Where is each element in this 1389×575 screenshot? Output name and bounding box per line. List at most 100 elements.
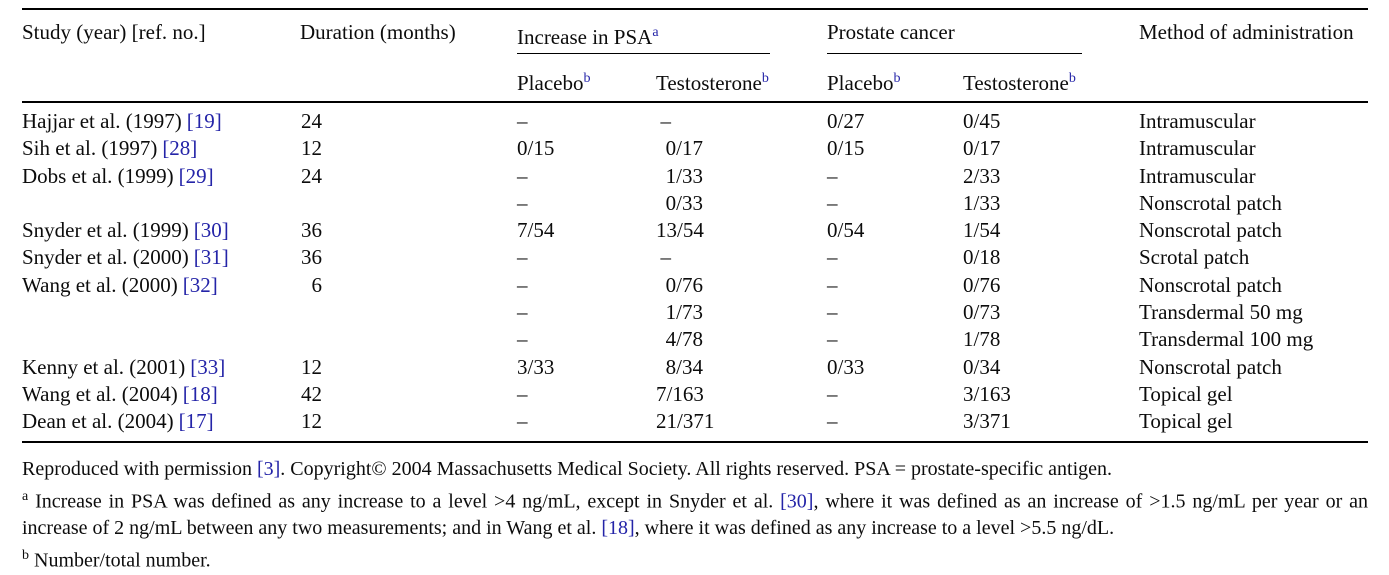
footnote-a-line2: increase of 2 ng/mL between any two meas… — [22, 517, 1115, 540]
pc-placebo-cell: – — [827, 163, 838, 188]
reference-link[interactable]: [18] — [601, 517, 635, 540]
duration-cell — [300, 190, 517, 217]
method-cell: Nonscrotal patch — [1139, 354, 1282, 379]
duration-cell: 12 — [301, 409, 322, 434]
duration-cell: 36 — [301, 218, 322, 243]
table-body: Hajjar et al. (1997) [19] 24 – – 0/27 0/4… — [22, 103, 1368, 443]
psa-placebo-cell: 0/15 — [517, 136, 555, 161]
col-header-study-label: Study (year) [ref. no.] — [22, 20, 206, 44]
method-cell: Scrotal patch — [1139, 245, 1250, 270]
col-group-psa: Increase in PSAa — [517, 10, 827, 54]
reference-link[interactable]: [30] — [780, 490, 814, 513]
footnote-marker-a: a — [652, 25, 659, 40]
pc-testosterone-cell: 2/33 — [963, 163, 1001, 188]
reference-link[interactable]: [18] — [182, 381, 218, 406]
psa-placebo-cell: – — [517, 163, 528, 188]
pc-placebo-cell: – — [827, 245, 838, 270]
pc-placebo-cell: – — [827, 327, 838, 352]
pc-testosterone-cell: 0/34 — [963, 354, 1001, 379]
pc-testosterone-cell: 0/45 — [963, 109, 1001, 133]
reference-link[interactable]: [19] — [186, 109, 222, 133]
col-header-method-label: Method of administration — [1139, 20, 1354, 44]
table-row: Wang et al. (2000) [32] — [22, 272, 300, 299]
pc-placebo-cell: 0/27 — [827, 109, 865, 133]
psa-testosterone-cell: – — [660, 245, 672, 270]
pc-testosterone-cell: 0/73 — [963, 300, 1001, 325]
psa-testosterone-cell: 13/54 — [656, 218, 704, 243]
duration-cell: 36 — [301, 245, 322, 270]
pc-placebo-cell: – — [827, 300, 838, 325]
table-row — [22, 299, 300, 326]
psa-testosterone-cell: 7/163 — [656, 381, 704, 406]
reference-link[interactable]: [3] — [256, 457, 281, 480]
method-cell: Intramuscular — [1139, 109, 1256, 133]
study-name: Dobs et al. (1999) — [22, 163, 174, 188]
study-name: Wang et al. (2004) — [22, 381, 178, 406]
method-cell: Topical gel — [1139, 381, 1233, 406]
method-cell: Nonscrotal patch — [1139, 190, 1282, 215]
study-name: Sih et al. (1997) — [22, 136, 158, 161]
psa-testosterone-cell: 0/76 — [665, 272, 703, 297]
pc-placebo-cell: – — [827, 381, 838, 406]
reference-link[interactable]: [30] — [193, 218, 229, 243]
table-row: Sih et al. (1997) [28] — [22, 135, 300, 162]
table-row: Dean et al. (2004) [17] — [22, 408, 300, 435]
footnote-marker-b: b — [583, 71, 591, 86]
pc-placebo-cell: – — [827, 190, 838, 215]
psa-placebo-cell: – — [517, 245, 528, 270]
table-header: Study (year) [ref. no.] Duration (months… — [22, 8, 1368, 103]
method-cell: Intramuscular — [1139, 163, 1256, 188]
psa-group-rule — [517, 52, 770, 54]
reference-link[interactable]: [17] — [178, 409, 214, 434]
psa-placebo-cell: – — [517, 381, 528, 406]
table-row: Hajjar et al. (1997) [19] — [22, 108, 300, 135]
pc-testosterone-cell: 1/54 — [963, 218, 1001, 243]
psa-testosterone-cell: 1/33 — [665, 163, 703, 188]
pc-placebo-cell: 0/33 — [827, 354, 865, 379]
pc-placebo-cell: 0/54 — [827, 218, 865, 243]
psa-placebo-cell: – — [517, 300, 528, 325]
psa-placebo-cell: – — [517, 327, 528, 352]
reference-link[interactable]: [28] — [162, 136, 198, 161]
table-row: Snyder et al. (1999) [30] — [22, 217, 300, 244]
psa-testosterone-cell: 4/78 — [665, 327, 703, 352]
duration-cell: 12 — [301, 354, 322, 379]
reference-link[interactable]: [31] — [193, 245, 229, 270]
reference-link[interactable]: [32] — [182, 272, 218, 297]
method-cell: Topical gel — [1139, 409, 1233, 434]
duration-cell: 42 — [301, 381, 322, 406]
col-group-prostate-cancer-label: Prostate cancer — [827, 20, 955, 44]
study-name: Kenny et al. (2001) — [22, 354, 186, 379]
footnote-a-line1: a Increase in PSA was defined as any inc… — [22, 488, 1368, 513]
col-header-duration: Duration (months) — [300, 10, 517, 101]
method-cell: Intramuscular — [1139, 136, 1256, 161]
study-table: Study (year) [ref. no.] Duration (months… — [22, 8, 1368, 575]
psa-testosterone-cell: 1/73 — [665, 300, 703, 325]
col-header-method: Method of administration — [1139, 10, 1368, 101]
pc-testosterone-cell: 3/163 — [963, 381, 1011, 406]
duration-cell — [300, 299, 517, 326]
duration-cell: 24 — [301, 109, 322, 133]
psa-placebo-cell: – — [517, 190, 528, 215]
study-name: Wang et al. (2000) — [22, 272, 178, 297]
pc-placebo-cell: – — [827, 272, 838, 297]
psa-placebo-cell: – — [517, 272, 528, 297]
permission-note: Reproduced with permission [3]. Copyrigh… — [22, 457, 1112, 480]
footnote-a-marker: a — [22, 488, 29, 504]
psa-placebo-cell: 7/54 — [517, 218, 555, 243]
psa-placebo-cell: – — [517, 409, 528, 434]
table-row — [22, 190, 300, 217]
footnote-marker-b: b — [893, 71, 901, 86]
pc-testosterone-cell: 1/33 — [963, 190, 1001, 215]
duration-cell: 12 — [301, 136, 322, 161]
reference-link[interactable]: [33] — [190, 354, 226, 379]
col-header-pc-placebo: Placebob — [827, 71, 901, 95]
table-row: Wang et al. (2004) [18] — [22, 381, 300, 408]
study-name: Snyder et al. (1999) — [22, 218, 189, 243]
footnote-marker-b: b — [1068, 71, 1076, 86]
reference-link[interactable]: [29] — [178, 163, 214, 188]
pc-placebo-cell: 0/15 — [827, 136, 865, 161]
duration-cell: 6 — [311, 272, 323, 297]
method-cell: Transdermal 50 mg — [1139, 300, 1303, 325]
col-group-prostate-cancer: Prostate cancer — [827, 10, 1139, 54]
